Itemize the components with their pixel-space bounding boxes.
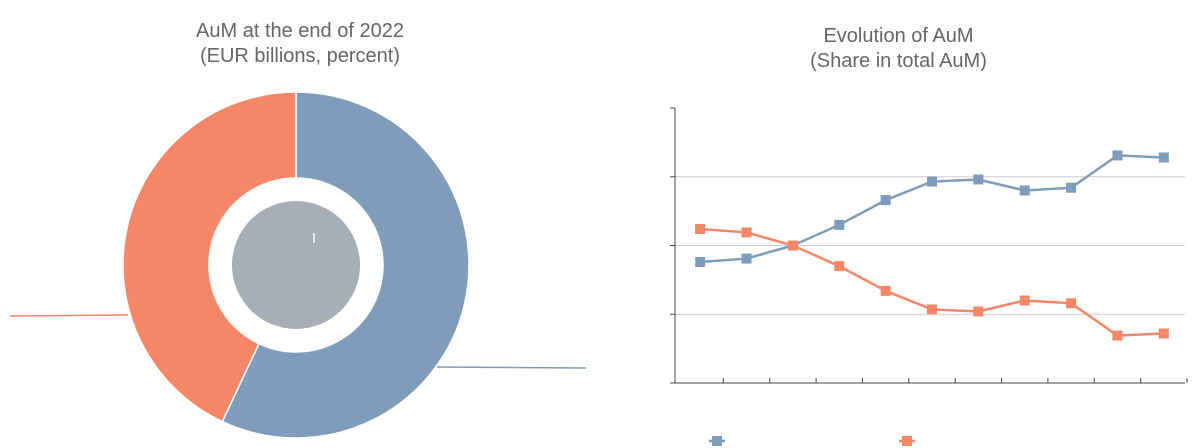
series-1-point-10	[1112, 150, 1123, 161]
series-2-point-11	[1158, 328, 1169, 339]
legend-marker-1	[712, 436, 722, 446]
series-2-point-1	[695, 224, 706, 234]
series-1-point-6	[927, 176, 937, 187]
legend-item-2	[899, 436, 915, 446]
pie-leader-line-2	[9, 314, 129, 317]
series-2-point-7	[973, 306, 984, 317]
series-1-point-9	[1066, 182, 1077, 193]
series-2-point-6	[927, 304, 937, 315]
pie-center-circle	[232, 201, 360, 329]
pie-chart-subtitle: (EUR billions, percent)	[199, 45, 401, 67]
series-2-point-8	[1019, 295, 1030, 306]
series-1-point-7	[973, 174, 984, 185]
series-2-point-5	[880, 285, 891, 296]
pie-leader-line-1	[436, 366, 587, 369]
series-1-point-8	[1019, 185, 1030, 196]
legend-item-1	[709, 436, 725, 446]
pie-chart-title-line1: AuM at the end of 2022	[196, 20, 404, 42]
series-1-point-11	[1158, 152, 1169, 163]
pie-chart-title: AuM at the end of 2022 (EUR billions, pe…	[0, 19, 600, 69]
series-2-point-2	[741, 227, 752, 238]
series-2-point-9	[1066, 298, 1077, 309]
series-2-point-3	[787, 240, 798, 251]
line-chart	[670, 107, 1188, 446]
legend-marker-2	[902, 436, 912, 446]
series-2-point-10	[1112, 330, 1123, 341]
line-chart-title-line1: Evolution of AuM	[823, 25, 974, 47]
series-2-point-4	[834, 261, 845, 272]
series-1-point-5	[880, 195, 891, 206]
pie-center-label: I	[312, 230, 316, 247]
series-1-line	[700, 154, 1164, 264]
aum-evolution-chart-panel: Evolution of AuM (Share in total AuM)	[600, 0, 1197, 448]
pie-slice-1	[221, 91, 470, 439]
pie-slice-2	[122, 91, 297, 423]
line-chart-subtitle: (Share in total AuM)	[810, 50, 987, 72]
line-chart-title: Evolution of AuM (Share in total AuM)	[600, 24, 1197, 74]
series-1-point-1	[695, 257, 706, 267]
series-2-line	[700, 227, 1164, 337]
aum-2022-chart-panel: AuM at the end of 2022 (EUR billions, pe…	[0, 19, 600, 439]
series-1-point-4	[834, 219, 845, 230]
series-1-point-2	[741, 253, 752, 264]
pie-chart: I	[9, 91, 587, 439]
